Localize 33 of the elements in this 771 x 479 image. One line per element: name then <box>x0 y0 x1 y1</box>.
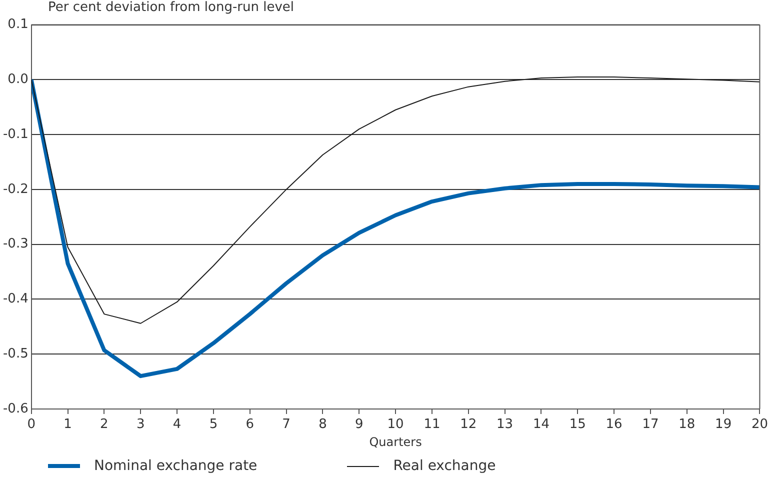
x-tick-label: 12 <box>460 417 477 432</box>
x-tick-label: 15 <box>569 417 586 432</box>
x-tick-label: 18 <box>678 417 696 432</box>
x-tick-label: 9 <box>354 417 364 432</box>
x-tick-label: 20 <box>751 417 768 432</box>
x-tick-label: 1 <box>64 417 72 432</box>
x-tick-label: 3 <box>136 417 145 432</box>
x-axis-title: Quarters <box>369 434 422 449</box>
x-tick-label: 14 <box>532 417 550 432</box>
x-tick-label: 13 <box>496 417 514 432</box>
x-tick-label: 16 <box>606 417 622 432</box>
x-tick-label: 10 <box>387 417 404 432</box>
y-tick-label: 0.0 <box>8 72 28 88</box>
y-tick-label: -0.4 <box>2 292 28 307</box>
legend-label: Real exchange <box>393 458 496 474</box>
x-tick-label: 19 <box>715 417 732 432</box>
y-tick-label: -0.6 <box>2 401 28 416</box>
legend-label: Nominal exchange rate <box>94 458 258 474</box>
x-tick-label: 7 <box>282 417 290 432</box>
x-tick-label: 8 <box>318 417 327 432</box>
x-tick-label: 2 <box>100 417 108 432</box>
x-tick-label: 11 <box>424 417 440 432</box>
x-tick-label: 4 <box>172 417 182 432</box>
x-tick-label: 0 <box>27 417 36 432</box>
x-tick-label: 6 <box>246 417 254 432</box>
y-tick-label: -0.3 <box>2 236 28 252</box>
y-tick-label: 0.1 <box>8 17 28 32</box>
x-tick-label: 17 <box>642 417 659 432</box>
chart-subtitle: Per cent deviation from long-run level <box>48 0 294 15</box>
y-tick-label: -0.1 <box>2 126 28 142</box>
y-tick-label: -0.5 <box>2 346 28 362</box>
x-tick-label: 5 <box>209 417 218 432</box>
y-tick-label: -0.2 <box>2 182 28 197</box>
